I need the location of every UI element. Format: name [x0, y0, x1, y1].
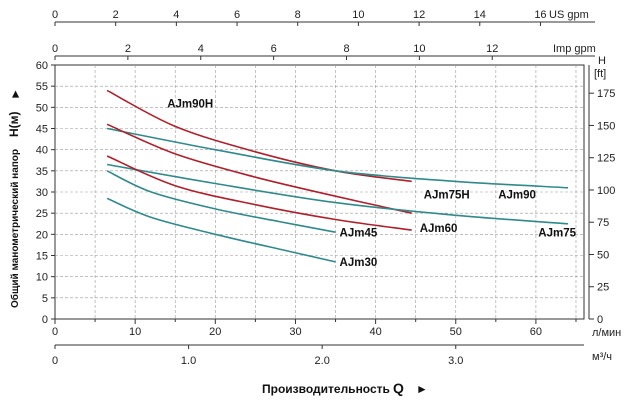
left-y-axis: 0 5 10 15 20 25 30 35 40 45 50 55 60	[36, 60, 55, 326]
right-tick-label: 125	[597, 153, 615, 165]
left-tick-label: 5	[42, 293, 48, 305]
imp-gpm-tick-label: 12	[486, 43, 498, 55]
l-min-tick-label: 20	[209, 326, 221, 338]
m3-h-tick-label: 3.0	[448, 355, 463, 367]
top-axes: US gpm Imp gpm 0 2 4 6 8 10 12 14 16 0 2 4 6 8 10 12	[52, 9, 596, 60]
right-tick-label: 150	[597, 120, 615, 132]
left-tick-label: 30	[36, 187, 48, 199]
l-min-tick-label: 60	[530, 326, 542, 338]
left-tick-label: 55	[36, 81, 48, 93]
imp-gpm-tick-label: 0	[52, 43, 58, 55]
imp-gpm-tick-label: 2	[125, 43, 131, 55]
series-line-ajm90	[106, 127, 569, 189]
l-min-tick-label: 30	[289, 326, 301, 338]
m3-h-unit: м³/ч	[592, 351, 612, 363]
right-tick-label: 75	[597, 217, 609, 229]
left-tick-label: 45	[36, 124, 48, 136]
series-line-ajm45	[106, 170, 336, 233]
x-axis-title-symbol: Q	[393, 380, 404, 396]
left-tick-label: 25	[36, 208, 48, 220]
series-line-ajm30	[106, 197, 336, 263]
us-gpm-tick-label: 16	[534, 9, 546, 21]
series-label-ajm60: AJm60	[420, 223, 458, 235]
l-min-tick-label: 10	[129, 326, 141, 338]
left-tick-label: 50	[36, 102, 48, 114]
us-gpm-tick-label: 2	[113, 9, 119, 21]
us-gpm-tick-label: 10	[352, 9, 364, 21]
imp-gpm-unit: Imp gpm	[553, 43, 596, 55]
left-tick-label: 0	[42, 314, 48, 326]
us-gpm-tick-label: 4	[173, 9, 179, 21]
series-label-ajm75: AJm75	[538, 227, 576, 239]
m3-h-tick-label: 1.0	[181, 355, 196, 367]
us-gpm-tick-label: 8	[295, 9, 301, 21]
imp-gpm-tick-label: 8	[343, 43, 349, 55]
us-gpm-tick-label: 12	[413, 9, 425, 21]
us-gpm-tick-label: 0	[52, 9, 58, 21]
x-axis-title: Производительность Q ►	[262, 380, 428, 396]
l-min-tick-label: 40	[369, 326, 381, 338]
right-tick-label: 175	[597, 88, 615, 100]
bottom-axes: л/мин м³/ч 0 10 20 30 40 50 60 0 1.0 2.0 3.0	[52, 319, 621, 367]
l-min-tick-label: 50	[450, 326, 462, 338]
x-axis-arrow: ►	[416, 382, 428, 396]
grid	[55, 65, 584, 319]
y-axis-arrow: ►	[8, 88, 22, 100]
right-y-axis: H [ft] 0 25 50 75 100 125 150 175	[588, 55, 615, 326]
series-line-ajm75h	[106, 123, 412, 214]
right-tick-label: 50	[597, 249, 609, 261]
imp-gpm-tick-label: 10	[413, 43, 425, 55]
right-axis-unit: [ft]	[594, 68, 606, 80]
l-min-unit: л/мин	[592, 327, 621, 339]
us-gpm-tick-label: 14	[474, 9, 486, 21]
us-gpm-unit: US gpm	[549, 9, 589, 21]
left-tick-label: 35	[36, 166, 48, 178]
series-line-ajm75	[106, 163, 569, 225]
series-label-ajm75h: AJm75H	[424, 189, 470, 201]
m3-h-tick-label: 2.0	[315, 355, 330, 367]
us-gpm-tick-label: 6	[234, 9, 240, 21]
series-label-ajm90h: AJm90H	[167, 98, 213, 110]
right-axis-label: H	[598, 55, 606, 67]
left-tick-label: 10	[36, 272, 48, 284]
y-axis-title: Общий манометрический напор H(м) ►	[7, 88, 22, 308]
x-axis-title-text: Производительность	[262, 382, 390, 396]
imp-gpm-tick-label: 4	[198, 43, 204, 55]
series-line-ajm60	[106, 155, 412, 231]
series-layer	[106, 89, 569, 263]
series-label-ajm90: AJm90	[498, 189, 536, 201]
series-labels: AJm90H AJm90 AJm75H AJm75 AJm60 AJm45 AJm30	[167, 98, 576, 269]
left-tick-label: 60	[36, 60, 48, 72]
left-tick-label: 40	[36, 145, 48, 157]
imp-gpm-tick-label: 6	[271, 43, 277, 55]
right-tick-label: 25	[597, 282, 609, 294]
right-tick-label: 0	[597, 314, 603, 326]
y-axis-unit-label: H(м)	[7, 111, 21, 137]
m3-h-tick-label: 0	[52, 355, 58, 367]
y-axis-title-text: Общий манометрический напор	[9, 149, 21, 308]
right-tick-label: 100	[597, 185, 615, 197]
series-label-ajm45: AJm45	[340, 227, 378, 239]
l-min-tick-label: 0	[52, 326, 58, 338]
series-line-ajm90h	[106, 89, 412, 183]
left-tick-label: 15	[36, 251, 48, 263]
series-label-ajm30: AJm30	[340, 257, 378, 269]
left-tick-label: 20	[36, 229, 48, 241]
